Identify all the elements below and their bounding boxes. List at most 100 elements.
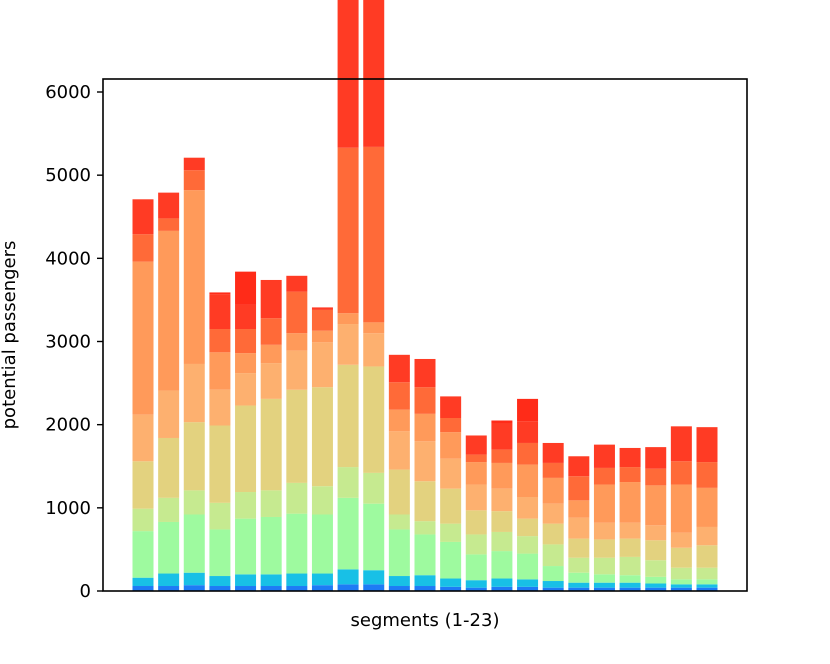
bar-segment <box>593 574 615 583</box>
bar-segment <box>568 572 590 583</box>
bar-segment <box>696 584 718 588</box>
bar-segment <box>696 487 718 527</box>
bar-segment <box>337 467 359 498</box>
bar-segment <box>517 464 539 498</box>
bar-segment <box>670 587 692 591</box>
bar-segment <box>286 275 308 292</box>
bar-segment <box>363 366 385 473</box>
bar-segment <box>440 458 462 489</box>
bar-segment <box>132 199 154 235</box>
bar-segment <box>619 556 641 576</box>
bar-segment <box>311 342 333 388</box>
bar-segment <box>645 560 667 577</box>
bar-segment <box>645 587 667 591</box>
bar-segment <box>568 517 590 539</box>
bar-segment <box>465 435 487 455</box>
bar-segment <box>491 578 513 587</box>
bar-segment <box>158 497 180 522</box>
bar-segment <box>670 461 692 485</box>
bar-segment <box>260 318 282 345</box>
bar-segment <box>363 322 385 334</box>
bar-segment <box>414 534 436 576</box>
bar-segment <box>440 578 462 587</box>
bar-segment <box>670 547 692 568</box>
bar-segment <box>440 418 462 433</box>
bar-segment <box>235 271 257 305</box>
bar-segment <box>491 586 513 591</box>
bar-segment <box>645 583 667 588</box>
plot-frame <box>102 78 748 592</box>
y-axis-label: potential passengers <box>0 241 20 430</box>
bar-segment <box>235 405 257 493</box>
bar-segment <box>209 529 231 577</box>
bar-segment <box>414 387 436 414</box>
y-axis: 0 1000 2000 3000 4000 5000 6000 <box>45 82 103 602</box>
bar-segment <box>440 523 462 542</box>
bar-segment <box>158 586 180 591</box>
bar-segment <box>542 442 564 463</box>
bar-segment <box>696 587 718 591</box>
bar-segment <box>517 497 539 519</box>
bar-segment <box>440 586 462 591</box>
x-axis-label: segments (1-23) <box>351 610 500 631</box>
bar-segment <box>209 329 231 353</box>
bar-segment <box>491 449 513 463</box>
bar-segment <box>337 313 359 325</box>
bar-segment <box>517 421 539 443</box>
bar-segment <box>286 291 308 334</box>
bar-segment <box>517 518 539 537</box>
bar-segment <box>696 545 718 568</box>
bar-segment <box>132 461 154 509</box>
bar-segment <box>619 582 641 588</box>
bar-segment <box>670 426 692 462</box>
bar-segment <box>363 503 385 571</box>
bar-segment <box>542 566 564 582</box>
bar-segment <box>286 350 308 390</box>
bar-segment <box>132 234 154 262</box>
bar-segment <box>209 352 231 390</box>
bar-segment <box>465 534 487 555</box>
bar-segment <box>517 536 539 554</box>
bar-segment <box>158 192 180 219</box>
bar-segment <box>363 472 385 504</box>
bar-segment <box>388 409 410 432</box>
bar-segment <box>619 467 641 483</box>
bar-segment <box>183 585 205 591</box>
bar-segment <box>183 190 205 364</box>
bar-segment <box>388 382 410 410</box>
bar-segment <box>183 514 205 573</box>
bar-segment <box>337 497 359 570</box>
bar-segment <box>619 482 641 523</box>
bar-segment <box>517 586 539 591</box>
bar-segment <box>517 579 539 587</box>
bar-segment <box>619 522 641 539</box>
bar-segment <box>286 513 308 574</box>
bar-segment <box>183 170 205 191</box>
bar-segment <box>260 279 282 319</box>
bar-segment <box>568 500 590 518</box>
bar-segment <box>568 538 590 558</box>
bar-segment <box>593 522 615 540</box>
bar-segment <box>542 587 564 591</box>
bar-segment <box>414 358 436 388</box>
bar-segment <box>491 551 513 579</box>
bar-segment <box>414 441 436 482</box>
bar-segment <box>440 432 462 459</box>
bar-segment <box>183 572 205 586</box>
bar-segment <box>568 456 590 477</box>
bar-segment <box>414 481 436 522</box>
bar-segment <box>645 540 667 561</box>
bar-segment <box>209 292 231 295</box>
bar-segment <box>645 468 667 486</box>
bar-segment <box>491 423 513 450</box>
bar-segment <box>542 523 564 545</box>
bar-segment <box>696 579 718 585</box>
bar-segment <box>465 454 487 463</box>
bar-segment <box>235 373 257 406</box>
bar-segment <box>209 425 231 503</box>
bar-segment <box>414 575 436 587</box>
bar-segment <box>260 516 282 575</box>
bar-segment <box>158 521 180 574</box>
bar-segment <box>337 147 359 314</box>
